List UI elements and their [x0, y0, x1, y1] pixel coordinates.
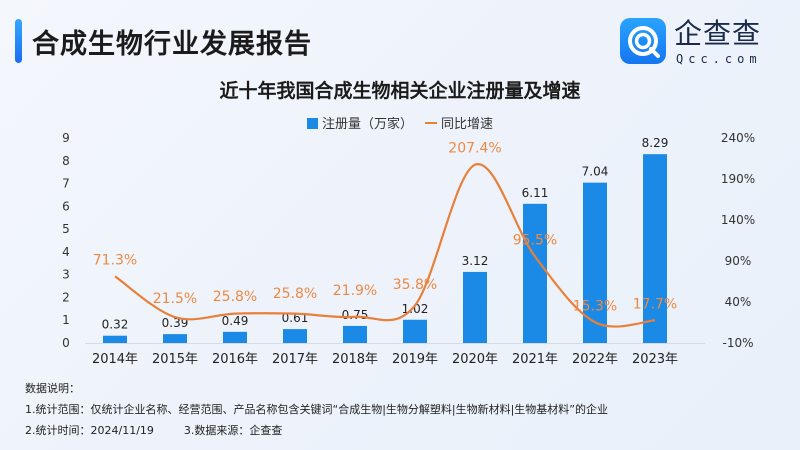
- bar-registrations: [163, 334, 187, 343]
- logo-text-cn: 企查查: [674, 17, 762, 50]
- legend-line-label: 同比增速: [441, 117, 494, 132]
- left-axis-tick-label: 2: [62, 290, 70, 304]
- bar-value-label: 7.04: [582, 165, 609, 179]
- logo-text-en: Qcc.com: [676, 52, 762, 66]
- left-axis-tick-label: 8: [62, 154, 70, 168]
- bar-value-label: 0.32: [102, 318, 129, 332]
- chart-title: 近十年我国合成生物相关企业注册量及增速: [219, 80, 581, 102]
- report-title: 合成生物行业发展报告: [32, 29, 312, 60]
- left-axis-tick-label: 4: [62, 245, 70, 259]
- bar-value-label: 0.75: [342, 308, 369, 322]
- x-axis-tick-label: 2023年: [632, 352, 678, 367]
- bar-registrations: [223, 331, 247, 343]
- x-axis-tick-label: 2014年: [92, 352, 138, 367]
- legend-line-swatch: [425, 122, 437, 124]
- title-accent-bar: [15, 19, 22, 63]
- x-axis-tick-label: 2017年: [272, 352, 318, 367]
- left-axis-tick-label: 3: [62, 268, 70, 282]
- growth-rate-label: 25.8%: [273, 286, 317, 302]
- growth-rate-label: 15.3%: [573, 298, 617, 314]
- growth-rate-label: 25.8%: [213, 289, 257, 305]
- x-axis-tick-label: 2018年: [332, 352, 378, 367]
- left-axis-tick-label: 9: [62, 131, 70, 145]
- bar-registrations: [103, 335, 127, 343]
- right-axis-tick-label: 40%: [725, 295, 752, 309]
- x-axis-tick-label: 2020年: [452, 352, 498, 367]
- x-axis-tick-label: 2015年: [152, 352, 198, 367]
- left-axis-tick-label: 7: [62, 177, 70, 191]
- data-notes: 数据说明： 1.统计范围：仅统计企业名称、经营范围、产品名称包含关键词“合成生物…: [25, 378, 608, 441]
- x-axis-tick-label: 2019年: [392, 352, 438, 367]
- bar-registrations: [343, 325, 367, 343]
- growth-rate-label: 17.7%: [633, 296, 677, 312]
- chart-legend: 注册量（万家） 同比增速: [0, 113, 800, 132]
- left-axis-tick-label: 5: [62, 222, 70, 236]
- bar-registrations: [583, 182, 607, 343]
- left-axis-tick-label: 1: [62, 313, 70, 327]
- growth-rate-label: 21.9%: [333, 283, 377, 299]
- right-axis-tick-label: 140%: [721, 213, 755, 227]
- growth-rate-label: 207.4%: [448, 141, 501, 157]
- bar-value-label: 8.29: [642, 136, 669, 150]
- x-axis-tick-label: 2016年: [212, 352, 258, 367]
- legend-bar-label: 注册量（万家）: [321, 117, 413, 132]
- bar-registrations: [523, 203, 547, 343]
- notes-heading: 数据说明：: [25, 382, 80, 395]
- bar-registrations: [463, 271, 487, 343]
- bar-registrations: [643, 154, 667, 343]
- bar-registrations: [403, 319, 427, 343]
- growth-rate-label: 21.5%: [153, 291, 197, 307]
- growth-rate-label: 35.8%: [393, 277, 437, 293]
- notes-time: 2.统计时间：2024/11/19: [25, 424, 154, 437]
- right-axis-tick-label: 90%: [725, 254, 752, 268]
- x-axis-tick-label: 2021年: [512, 352, 558, 367]
- left-axis-tick-label: 6: [62, 199, 70, 213]
- x-axis-tick-label: 2022年: [572, 352, 618, 367]
- growth-rate-line: [114, 163, 656, 328]
- right-axis-tick-label: 240%: [721, 131, 755, 145]
- bar-value-label: 6.11: [522, 186, 549, 200]
- right-axis-tick-label: -10%: [722, 336, 753, 350]
- qcc-logo: 企查查 Qcc.com: [620, 18, 780, 68]
- notes-source: 3.数据来源：企查查: [183, 424, 283, 437]
- qcc-logo-icon: [620, 18, 666, 64]
- notes-scope: 1.统计范围：仅统计企业名称、经营范围、产品名称包含关键词“合成生物|生物分解塑…: [25, 403, 609, 416]
- growth-rate-label: 95.5%: [513, 232, 557, 248]
- legend-bar-swatch: [306, 118, 318, 129]
- bar-value-label: 0.49: [222, 314, 249, 328]
- left-axis-tick-label: 0: [62, 336, 70, 350]
- bar-registrations: [283, 329, 307, 343]
- right-axis-tick-label: 190%: [721, 172, 755, 186]
- bar-value-label: 3.12: [462, 254, 489, 268]
- growth-rate-label: 71.3%: [93, 252, 137, 268]
